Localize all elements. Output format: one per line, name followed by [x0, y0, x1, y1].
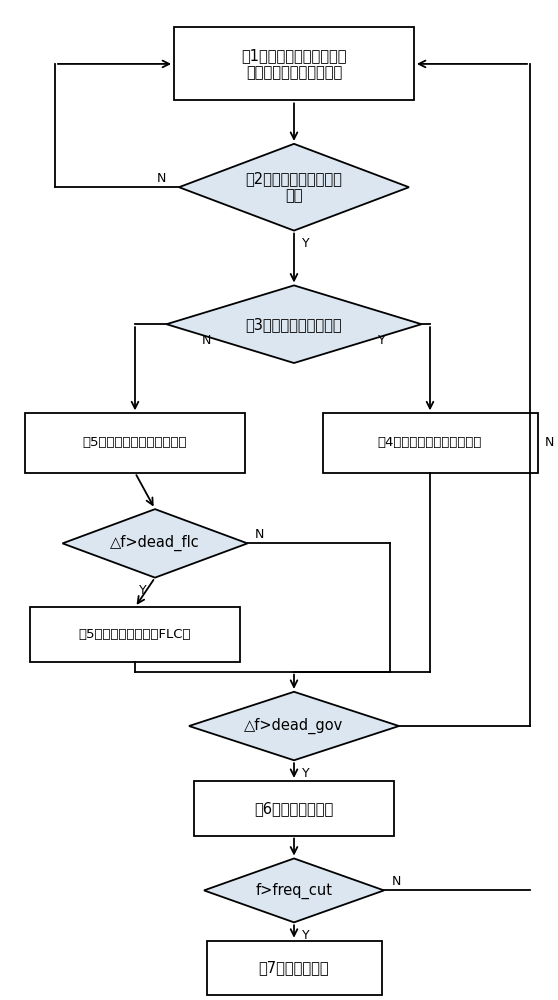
Text: N: N	[391, 875, 401, 888]
Text: （6）机组一次调频: （6）机组一次调频	[254, 801, 334, 816]
Text: △f>dead_gov: △f>dead_gov	[244, 718, 344, 734]
Text: （2）判断是否发生直流
闭锁: （2）判断是否发生直流 闭锁	[246, 171, 343, 203]
Polygon shape	[204, 858, 384, 922]
Bar	[194, 781, 394, 836]
Text: （3）直流控制通道健全: （3）直流控制通道健全	[246, 317, 342, 332]
Text: Y: Y	[302, 767, 310, 780]
Text: （1）获取直流线路实时功
率，计算可调制功率大小: （1）获取直流线路实时功 率，计算可调制功率大小	[241, 48, 347, 80]
Text: Y: Y	[302, 929, 310, 942]
Text: （5）直流频率限制（FLC）: （5）直流频率限制（FLC）	[79, 628, 191, 641]
Text: Y: Y	[378, 334, 386, 347]
Text: N: N	[156, 172, 166, 185]
Bar	[323, 413, 537, 473]
Text: N: N	[255, 528, 264, 541]
Bar	[30, 607, 240, 662]
Text: （4）所有直流有功功率指令: （4）所有直流有功功率指令	[378, 436, 482, 449]
Polygon shape	[62, 509, 248, 578]
Text: （5）部分直流有功功率指令: （5）部分直流有功功率指令	[83, 436, 187, 449]
Bar	[174, 27, 414, 100]
Text: Y: Y	[139, 584, 147, 597]
Text: Y: Y	[302, 237, 310, 250]
Text: （7）分轮次切机: （7）分轮次切机	[259, 961, 329, 976]
Polygon shape	[166, 285, 421, 363]
Bar	[206, 941, 382, 995]
Bar	[25, 413, 245, 473]
Polygon shape	[189, 692, 399, 760]
Polygon shape	[179, 144, 409, 231]
Text: N: N	[202, 334, 211, 347]
Text: N: N	[545, 436, 554, 449]
Text: △f>dead_flc: △f>dead_flc	[110, 535, 200, 551]
Text: f>freq_cut: f>freq_cut	[256, 882, 333, 899]
